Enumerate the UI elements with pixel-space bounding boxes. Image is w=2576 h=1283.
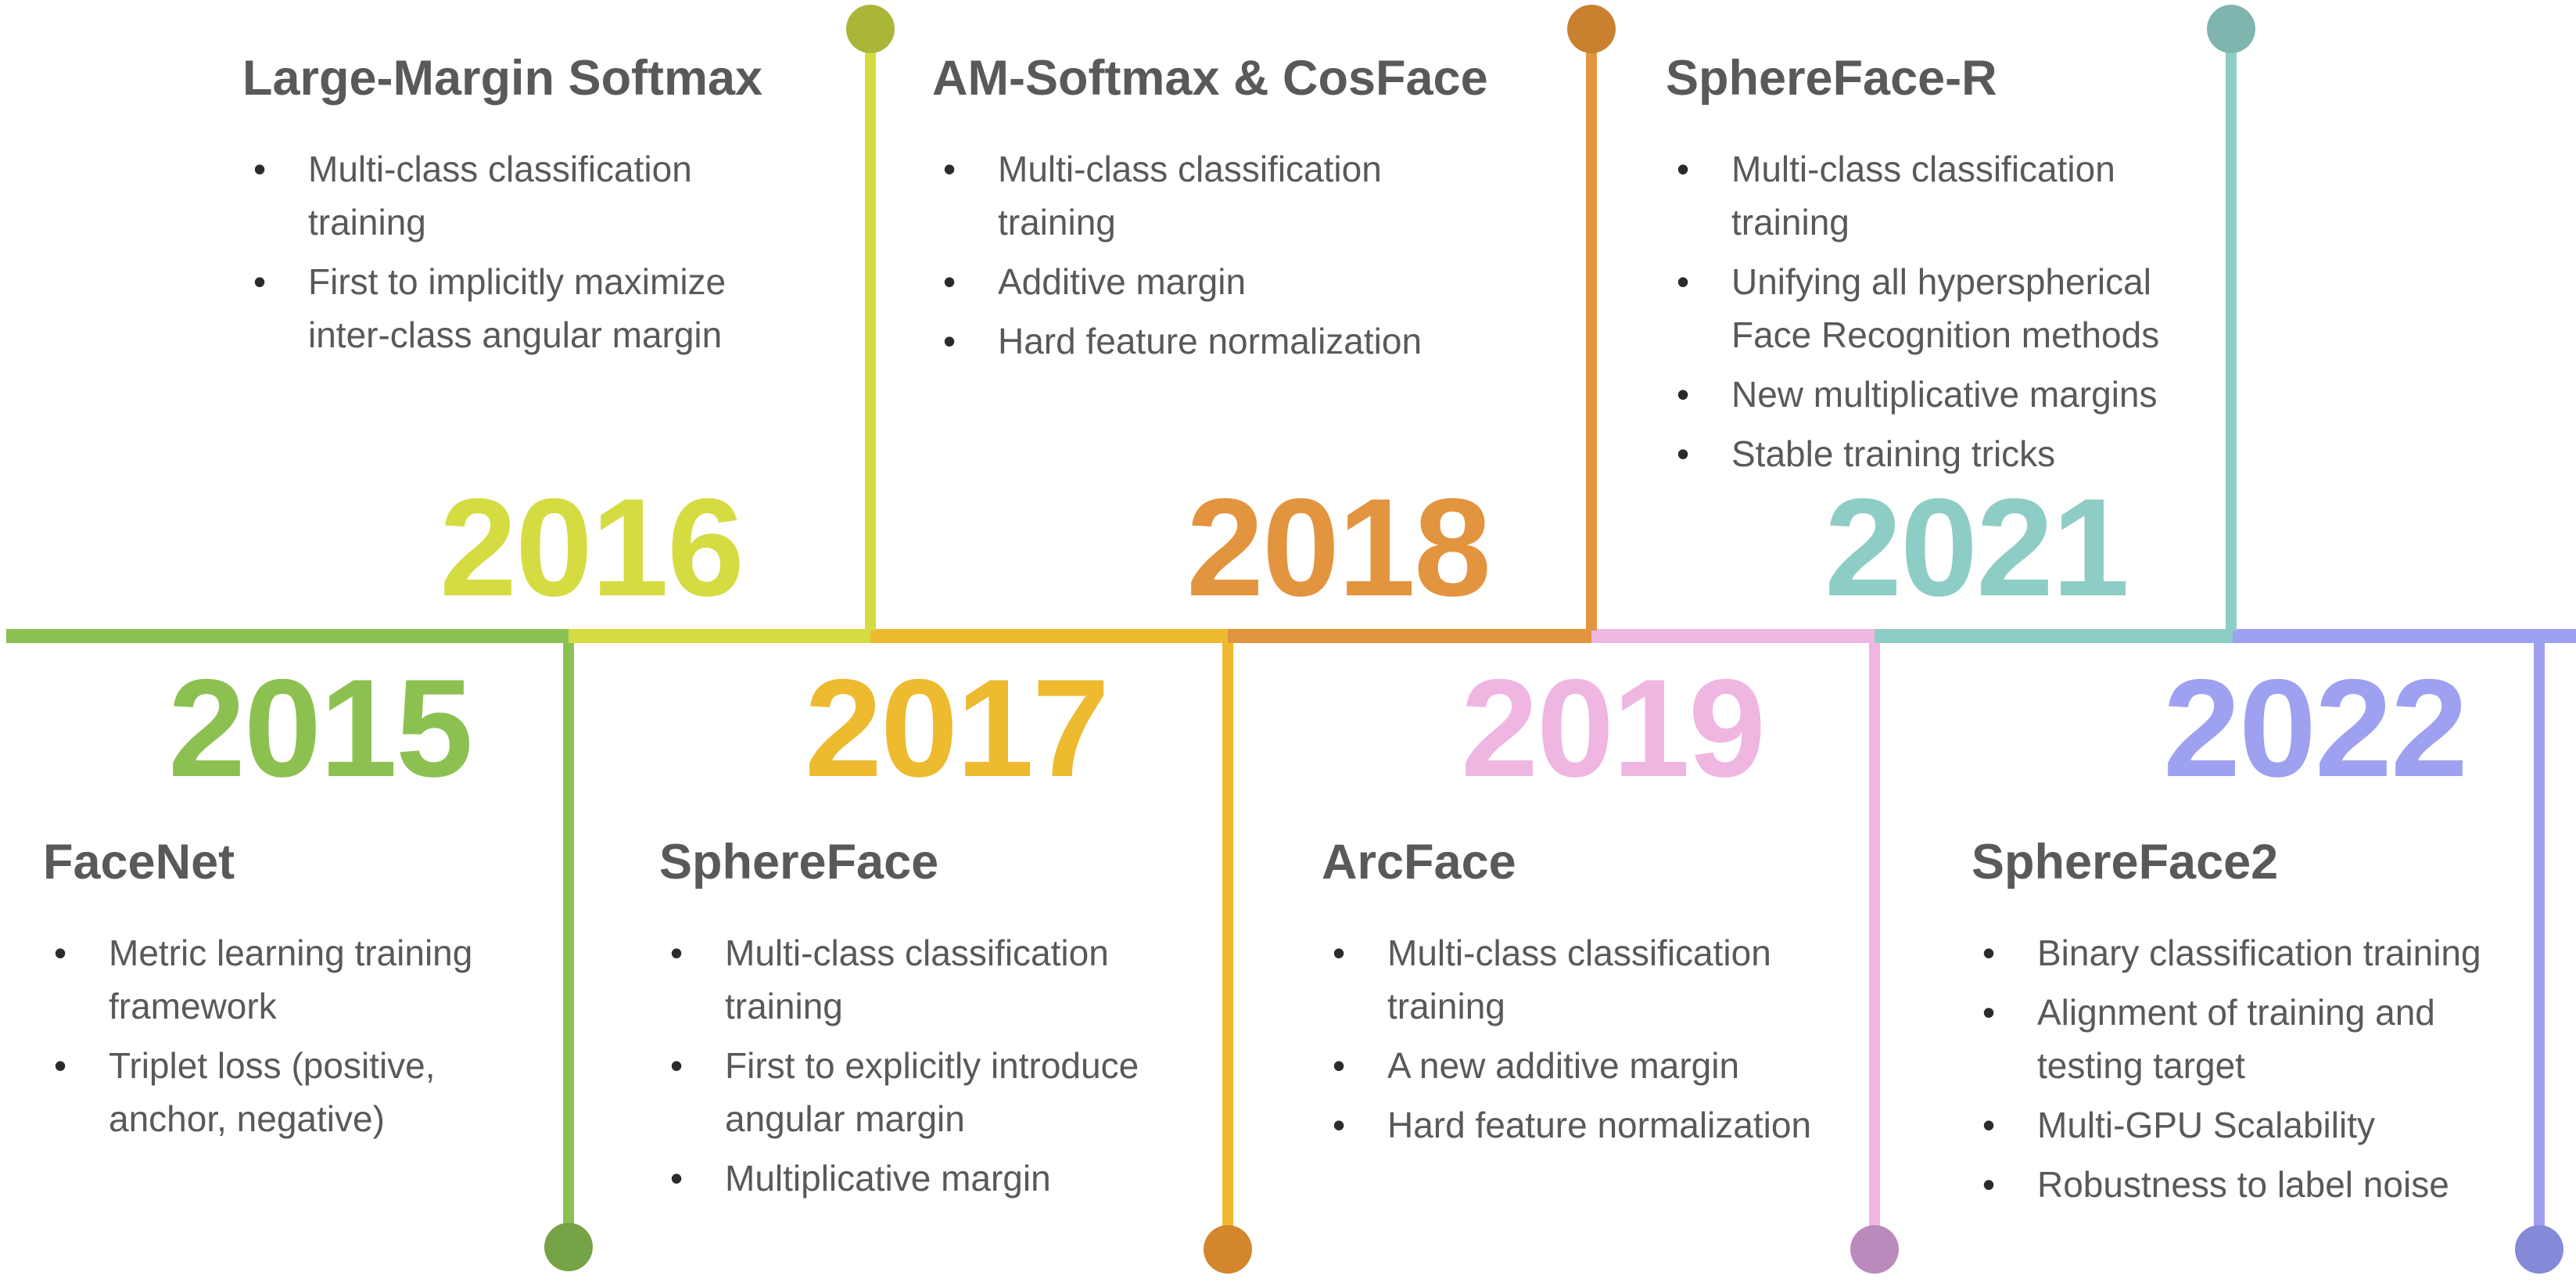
bullet-item: Robustness to label noise [1971,1158,2576,1211]
bullet-item: Multiplicative margin [659,1152,1269,1205]
timeline-dot-2016 [846,5,895,53]
year-label-2018: 2018 [1186,469,1491,625]
entry-title-large-margin-softmax: Large-Margin Softmax [242,51,763,106]
bullet-item: Multi-class classification training [659,926,1269,1033]
timeline-dot-2015 [544,1223,593,1271]
bullet-item: Hard feature normalization [1322,1098,1932,1152]
year-label-2015: 2015 [168,650,473,806]
bullet-item: Metric learning training framework [43,926,653,1033]
bullet-item: Multi-class classification training [932,142,1542,249]
entry-sphereface2: SphereFace2 Binary classification traini… [1971,834,2576,1217]
bullet-item: Multi-class classification training [1322,926,1932,1033]
entry-title-sphereface2: SphereFace2 [1971,835,2279,889]
year-label-2021: 2021 [1824,469,2129,625]
entry-title-arcface: ArcFace [1322,835,1516,889]
entry-am-softmax-cosface: AM-Softmax & CosFace Multi-class classif… [932,50,1542,374]
bullet-list: Multi-class classification training Firs… [659,926,1269,1205]
bullet-list: Multi-class classification training A ne… [1322,926,1932,1152]
bullet-item: A new additive margin [1322,1039,1932,1092]
timeline-dot-2018 [1567,5,1616,53]
timeline-segment-2019 [1591,629,1875,643]
entry-arcface: ArcFace Multi-class classification train… [1322,834,1932,1158]
entry-title-facenet: FaceNet [43,835,235,889]
bullet-item: Alignment of training and testing target [1971,986,2576,1092]
timeline-dot-2021 [2207,5,2255,53]
bullet-list: Metric learning training framework Tripl… [43,926,653,1145]
entry-large-margin-softmax: Large-Margin Softmax Multi-class classif… [242,50,852,368]
bullet-item: Multi-GPU Scalability [1971,1098,2576,1152]
bullet-item: Multi-class classification training [1666,142,2276,249]
timeline-segment-2016 [569,629,870,643]
bullet-list: Multi-class classification training Unif… [1666,142,2276,480]
entry-title-sphereface: SphereFace [659,835,939,889]
bullet-item: Stable training tricks [1666,427,2276,480]
bullet-item: Triplet loss (positive, anchor, negative… [43,1039,653,1145]
year-label-2016: 2016 [439,469,744,625]
timeline-connector-2016 [865,27,876,631]
bullet-item: Additive margin [932,255,1542,308]
bullet-item: Hard feature normalization [932,314,1542,368]
entry-sphereface-r: SphereFace-R Multi-class classification … [1666,50,2276,487]
timeline-dot-2017 [1204,1225,1252,1274]
entry-title-am-softmax-cosface: AM-Softmax & CosFace [932,51,1488,106]
timeline-segment-2015 [6,629,569,643]
year-label-2019: 2019 [1461,650,1766,806]
timeline-connector-2018 [1586,27,1597,631]
bullet-item: New multiplicative margins [1666,368,2276,421]
timeline-segment-2021 [1875,629,2233,643]
timeline-dot-2019 [1850,1225,1899,1274]
entry-title-sphereface-r: SphereFace-R [1666,51,1997,106]
bullet-item: First to implicitly maximize inter-class… [242,255,852,361]
timeline-segment-2022 [2233,629,2576,643]
entry-facenet: FaceNet Metric learning training framewo… [43,834,653,1152]
timeline-segment-2017 [870,629,1228,643]
bullet-list: Multi-class classification training Addi… [932,142,1542,368]
bullet-list: Multi-class classification training Firs… [242,142,852,361]
timeline-dot-2022 [2515,1225,2563,1274]
bullet-item: Multi-class classification training [242,142,852,249]
entry-sphereface: SphereFace Multi-class classification tr… [659,834,1269,1211]
year-label-2017: 2017 [805,650,1110,806]
bullet-item: Binary classification training [1971,926,2576,979]
bullet-item: Unifying all hyperspherical Face Recogni… [1666,255,2276,361]
timeline-segment-2018 [1228,629,1591,643]
bullet-list: Binary classification training Alignment… [1971,926,2576,1211]
bullet-item: First to explicitly introduce angular ma… [659,1039,1269,1145]
year-label-2022: 2022 [2163,650,2468,806]
